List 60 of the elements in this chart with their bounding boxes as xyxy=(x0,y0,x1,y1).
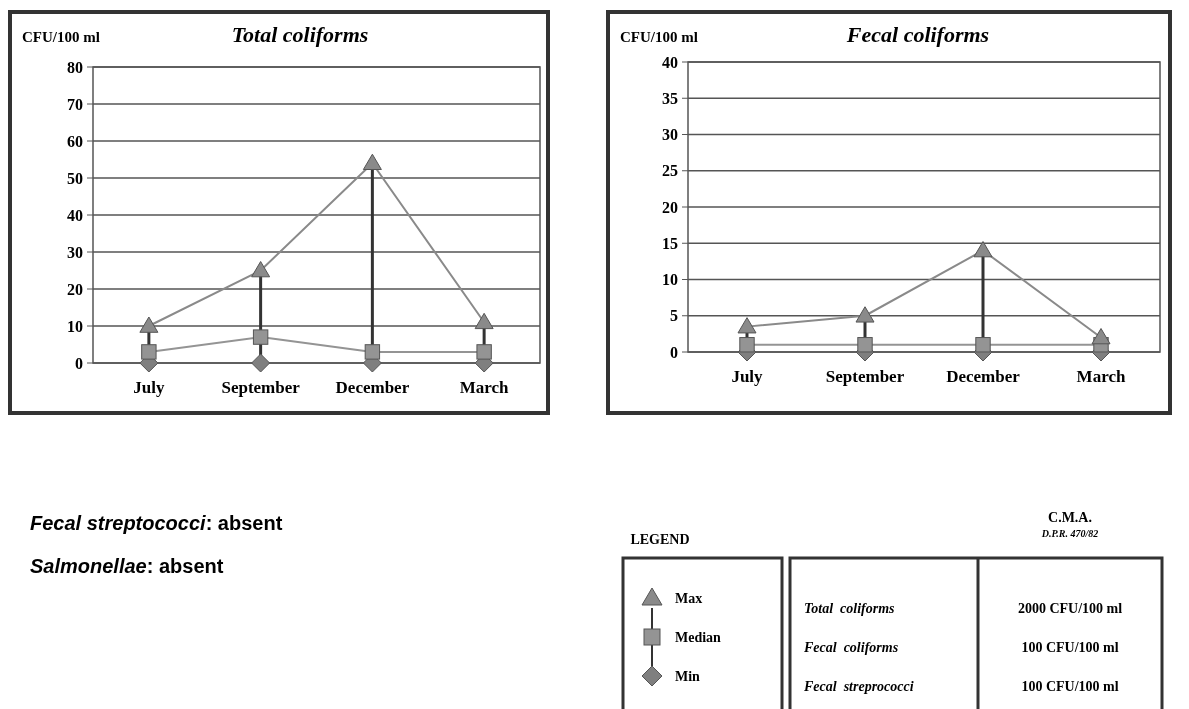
y-tick-label: 30 xyxy=(67,243,83,261)
text: 100 CFU/100 ml xyxy=(1021,678,1119,694)
point xyxy=(474,312,494,330)
legend-title: LEGEND xyxy=(630,532,690,547)
x-tick-label: July xyxy=(133,378,165,397)
y-tick-label: 10 xyxy=(67,317,83,335)
point xyxy=(252,329,269,345)
point xyxy=(737,317,757,334)
y-tick-label: 10 xyxy=(662,271,678,289)
category-label: Total coliforms xyxy=(804,600,896,616)
y-tick-label: 30 xyxy=(662,126,678,144)
y-axis-title: CFU/100 ml xyxy=(620,29,698,45)
point xyxy=(857,337,873,353)
y-tick-label: 0 xyxy=(670,343,678,361)
y-axis-title: CFU/100 ml xyxy=(22,29,100,45)
point xyxy=(975,337,991,353)
x-tick-label: March xyxy=(1076,367,1126,386)
y-tick-label: 50 xyxy=(67,169,83,187)
point xyxy=(364,344,381,360)
text: 2000 CFU/100 ml xyxy=(1017,600,1123,616)
y-tick-label: 35 xyxy=(662,89,678,107)
x-tick-label: December xyxy=(335,378,410,397)
y-tick-label: 40 xyxy=(662,53,678,71)
point xyxy=(739,337,755,353)
point xyxy=(362,153,382,170)
text: 100 CFU/100 ml xyxy=(1021,639,1119,655)
y-tick-label: 20 xyxy=(662,198,678,216)
y-tick-label: 5 xyxy=(670,307,678,325)
y-tick-label: 15 xyxy=(662,234,678,252)
text: Fecal streptococci: absent xyxy=(30,512,283,534)
point xyxy=(855,306,875,323)
text: Salmonellae: absent xyxy=(30,555,224,577)
legend-label: Max xyxy=(675,590,703,606)
x-tick-label: March xyxy=(459,378,510,397)
chart-title: Total coliforms xyxy=(231,22,369,47)
y-tick-label: 0 xyxy=(75,354,83,372)
text: D.P.R. 470/82 xyxy=(1040,528,1099,539)
y-tick-label: 40 xyxy=(67,206,83,224)
x-tick-label: September xyxy=(825,367,905,386)
y-tick-label: 70 xyxy=(67,95,83,113)
y-tick-label: 80 xyxy=(67,58,83,76)
legend-label: Median xyxy=(675,629,722,645)
point xyxy=(139,316,159,333)
point xyxy=(1091,328,1111,345)
y-tick-label: 20 xyxy=(67,280,83,298)
category-label: Fecal coliforms xyxy=(803,639,899,655)
category-label: Fecal streprococci xyxy=(803,678,914,694)
point xyxy=(973,241,993,258)
chart-title: Fecal coliforms xyxy=(845,22,990,47)
point xyxy=(141,344,157,360)
x-tick-label: December xyxy=(946,367,1021,386)
point xyxy=(251,353,271,373)
text: C.M.A. xyxy=(1048,510,1092,525)
y-tick-label: 60 xyxy=(67,132,83,150)
x-tick-label: July xyxy=(731,367,764,386)
y-tick-label: 25 xyxy=(662,162,678,180)
x-tick-label: September xyxy=(221,378,301,397)
legend-label: Min xyxy=(675,668,701,684)
point xyxy=(476,344,492,360)
point xyxy=(251,261,271,278)
